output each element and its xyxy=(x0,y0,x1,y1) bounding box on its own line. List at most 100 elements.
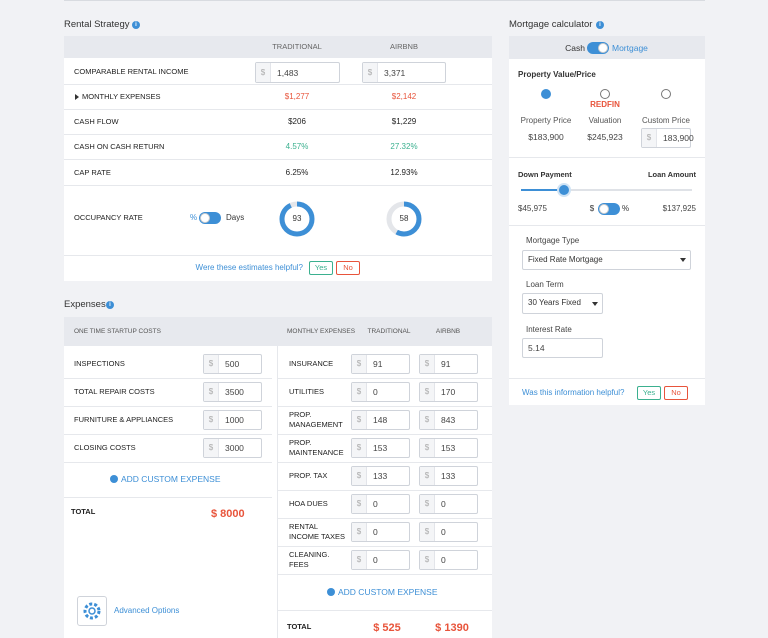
no-button[interactable] xyxy=(336,261,360,275)
loan-amount-value: $137,925 xyxy=(662,204,696,213)
radio-button[interactable] xyxy=(661,89,671,99)
expense-input-value[interactable]: 3500 xyxy=(225,387,244,397)
yes-label[interactable]: Yes xyxy=(314,263,328,272)
option-label: Custom Price xyxy=(641,116,691,125)
field-label: Property Value/Price xyxy=(518,70,596,79)
expense-input-value[interactable]: 500 xyxy=(225,359,240,369)
expense-input-value[interactable]: 170 xyxy=(441,387,456,397)
expense-input-value[interactable]: 0 xyxy=(441,555,446,565)
currency-symbol: $ xyxy=(424,415,430,424)
divider xyxy=(278,378,492,379)
expense-input-value[interactable]: 153 xyxy=(373,443,388,453)
column-header: TRADITIONAL xyxy=(272,42,322,51)
occupancy-donut xyxy=(279,201,315,237)
traditional-value: $206 xyxy=(288,117,306,126)
column-header: AIRBNB xyxy=(390,42,418,51)
advanced-options-link[interactable]: Advanced Options xyxy=(114,606,180,615)
divider xyxy=(278,518,492,519)
expense-label: INSPECTIONS xyxy=(74,359,125,368)
column-header: MONTHLY EXPENSES xyxy=(287,328,356,335)
currency-symbol: $ xyxy=(356,415,362,424)
divider xyxy=(64,378,272,379)
add-expense-button[interactable]: ADD CUSTOM EXPENSE xyxy=(121,474,221,484)
section-title: Mortgage calculator xyxy=(509,19,593,30)
loan-term-select[interactable] xyxy=(522,293,603,314)
currency-symbol: $ xyxy=(424,359,430,368)
toggle-label: Days xyxy=(226,213,245,222)
currency-addon xyxy=(420,411,435,429)
rent-input-value[interactable]: 1,483 xyxy=(277,67,299,78)
expense-input-value[interactable]: 148 xyxy=(373,415,388,425)
expense-input-value[interactable]: 91 xyxy=(441,359,451,369)
down-payment-value: $45,975 xyxy=(518,204,547,213)
expense-input-value[interactable]: 1000 xyxy=(225,415,244,425)
expense-input-value[interactable]: 0 xyxy=(373,555,378,565)
currency-addon xyxy=(204,355,219,373)
yes-button[interactable] xyxy=(309,261,333,275)
add-icon xyxy=(110,475,118,483)
no-button[interactable] xyxy=(664,386,688,400)
divider xyxy=(64,185,492,186)
add-expense-button[interactable]: ADD CUSTOM EXPENSE xyxy=(338,587,438,597)
expense-input-value[interactable]: 133 xyxy=(441,471,456,481)
radio-button[interactable] xyxy=(541,89,551,99)
expense-label: PROP. MAINTENANCE xyxy=(289,438,344,457)
option-value: $245,923 xyxy=(587,132,623,142)
expense-label: PROP. TAX xyxy=(289,471,328,480)
expense-input-value[interactable]: 0 xyxy=(441,527,446,537)
currency-addon xyxy=(256,63,271,82)
expense-input-value[interactable]: 153 xyxy=(441,443,456,453)
select-value[interactable]: Fixed Rate Mortgage xyxy=(528,255,603,264)
toggle-label: % xyxy=(622,204,630,213)
mortgage-type-select[interactable] xyxy=(522,250,691,270)
option-value: $183,900 xyxy=(528,132,564,142)
expense-input-value[interactable]: 91 xyxy=(373,359,383,369)
rent-input[interactable] xyxy=(362,62,446,83)
divider xyxy=(278,546,492,547)
currency-addon xyxy=(352,523,367,541)
feedback-question: Were these estimates helpful? xyxy=(195,263,303,272)
divider xyxy=(64,84,492,85)
total-label: TOTAL xyxy=(287,622,312,631)
expense-input-value[interactable]: 843 xyxy=(441,415,456,425)
slider-handle[interactable] xyxy=(557,183,571,197)
select-value[interactable]: 30 Years Fixed xyxy=(528,298,581,307)
interest-rate-input-value[interactable]: 5.14 xyxy=(528,343,545,353)
no-label[interactable]: No xyxy=(343,263,353,272)
currency-addon xyxy=(420,523,435,541)
toggle-knob xyxy=(200,213,210,223)
expand-caret[interactable] xyxy=(75,94,79,100)
settings-button[interactable] xyxy=(77,596,107,626)
expense-input-value[interactable]: 0 xyxy=(373,387,378,397)
custom-price-input-value[interactable]: 183,900 xyxy=(663,133,694,143)
yes-button[interactable] xyxy=(637,386,661,400)
expense-label: FURNITURE & APPLIANCES xyxy=(74,415,174,424)
total-value: $ 8000 xyxy=(211,508,245,520)
info-icon: i xyxy=(106,301,114,309)
currency-addon xyxy=(352,383,367,401)
expense-input-value[interactable]: 3000 xyxy=(225,443,244,453)
gear-icon xyxy=(83,602,101,620)
divider xyxy=(509,225,705,226)
currency-addon xyxy=(420,383,435,401)
airbnb-value: 12.93% xyxy=(390,168,418,177)
no-label[interactable]: No xyxy=(671,388,681,397)
expense-input-value[interactable]: 133 xyxy=(373,471,388,481)
expense-label: HOA DUES xyxy=(289,499,328,508)
currency-symbol: $ xyxy=(424,527,430,536)
select-caret xyxy=(680,258,686,262)
toggle-label: $ xyxy=(589,204,595,213)
divider xyxy=(278,490,492,491)
rent-input[interactable] xyxy=(255,62,340,83)
radio-button[interactable] xyxy=(600,89,610,99)
yes-label[interactable]: Yes xyxy=(642,388,656,397)
expense-input-value[interactable]: 0 xyxy=(373,527,378,537)
rent-input-value[interactable]: 3,371 xyxy=(384,67,406,78)
currency-symbol: $ xyxy=(356,527,362,536)
expense-input-value[interactable]: 0 xyxy=(373,499,378,509)
interest-rate-input[interactable] xyxy=(522,338,603,358)
expense-input-value[interactable]: 0 xyxy=(441,499,446,509)
row-label: CASH FLOW xyxy=(74,117,119,126)
currency-symbol: $ xyxy=(356,387,362,396)
total-label: TOTAL xyxy=(71,507,96,516)
